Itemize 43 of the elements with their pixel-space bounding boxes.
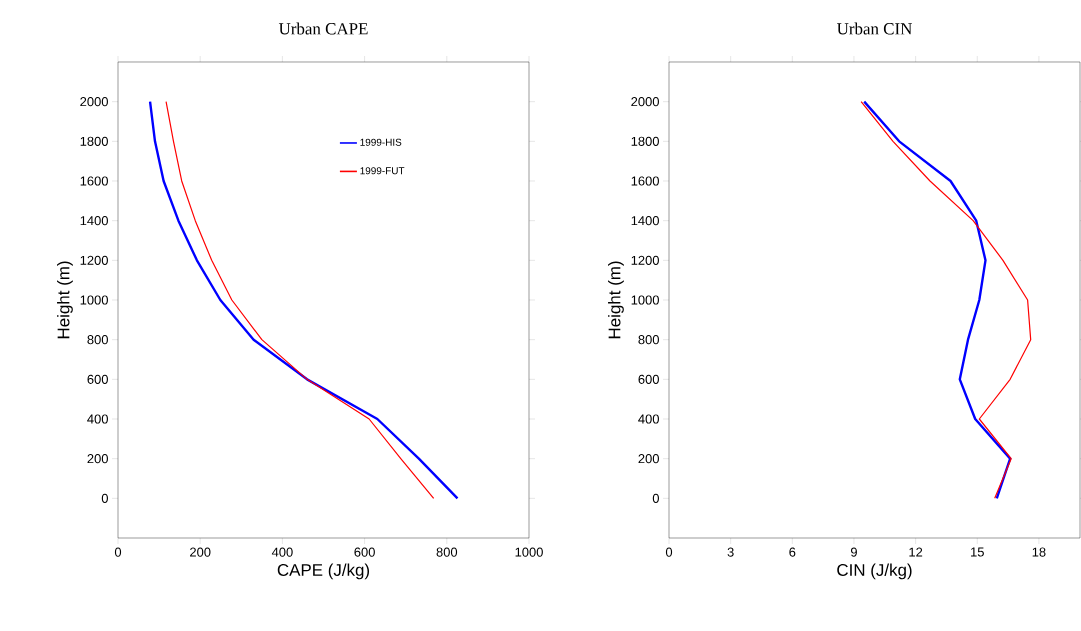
y-tick-label: 1800 [631,136,659,146]
x-tick-label: 12 [909,547,923,557]
y-tick-label: 800 [638,335,659,345]
x-tick-label: 200 [190,547,211,557]
y-tick-label: 200 [638,454,659,464]
y-tick-label: 1600 [80,176,108,186]
y-tick-label: 400 [638,414,659,424]
y-tick-label: 600 [638,374,659,384]
y-tick-label: 600 [87,374,108,384]
x-axis-title: CIN (J/kg) [837,563,912,580]
x-tick-label: 600 [354,547,375,557]
x-tick-label: 0 [665,547,673,557]
y-tick-label: 1000 [631,295,659,305]
x-tick-label: 18 [1032,547,1046,557]
x-tick-label: 6 [789,547,796,557]
x-tick-label: 3 [727,547,734,557]
y-tick-label: 2000 [80,97,108,107]
y-tick-label: 1400 [80,216,108,226]
y-tick-label: 1000 [80,295,108,305]
y-tick-label: 400 [87,414,108,424]
x-tick-label: 15 [971,547,984,557]
y-tick-label: 2000 [631,97,659,107]
x-tick-label: 800 [436,547,458,557]
chart-title: Urban CAPE [278,22,368,35]
y-tick-label: 800 [87,335,108,345]
y-axis-title: Height (m) [57,261,73,339]
y-tick-label: 200 [87,454,108,464]
y-tick-label: 1400 [631,216,659,226]
y-tick-label: 1200 [80,255,108,265]
x-tick-label: 1000 [515,547,543,557]
y-tick-label: 1200 [631,255,659,265]
x-tick-label: 9 [850,547,857,557]
x-tick-label: 400 [271,547,293,557]
y-tick-label: 0 [101,493,108,503]
legend-label: 1999-HIS [360,138,402,146]
x-axis-title: CAPE (J/kg) [277,563,370,580]
chart-title: Urban CIN [837,22,912,35]
y-tick-label: 0 [652,493,659,503]
y-axis-title: Height (m) [608,261,624,339]
x-tick-label: 0 [114,547,122,557]
y-tick-label: 1600 [631,176,659,186]
legend-label: 1999-FUT [360,167,405,175]
y-tick-label: 1800 [80,136,108,146]
